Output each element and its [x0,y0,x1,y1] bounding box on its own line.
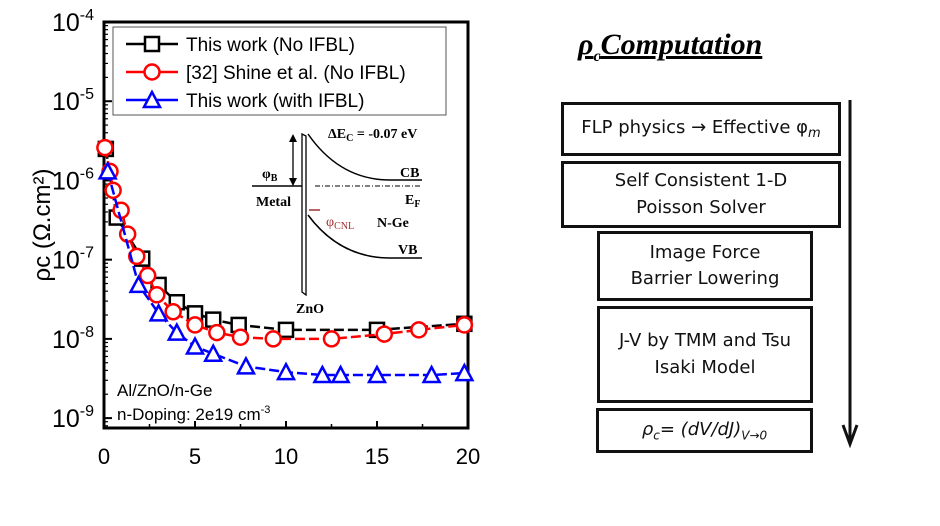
step-flp: FLP physics → Effective φm [561,102,841,156]
x-tick-label: 5 [189,444,201,469]
circle-marker [410,321,428,339]
x-tick-label: 15 [365,444,389,469]
circle-marker [208,323,226,342]
y-tick-label: 10-9 [52,403,94,433]
triangle-marker [330,364,351,384]
svg-text:Metal: Metal [256,195,291,210]
svg-text:ΔEC = -0.07 eV: ΔEC = -0.07 eV [328,127,417,144]
step-jv: J-V by TMM and Tsu Isaki Model [597,306,813,403]
triangle-marker [275,361,297,381]
triangle-marker [312,364,333,384]
arrow-down-icon [841,424,859,449]
annotation-doping: n-Doping: 2e19 cm-3 [117,404,270,424]
square-marker [277,321,295,339]
svg-text:EF: EF [405,193,420,210]
circle-marker [96,138,114,157]
circle-marker [264,330,283,348]
triangle-marker [454,362,475,382]
circle-marker [164,303,182,321]
series-triangle [97,160,475,384]
circle-marker [322,330,341,348]
triangle-marker [128,274,149,294]
circle-marker [455,316,474,334]
legend-label: [32] Shine et al. (No IFBL) [186,63,406,84]
circle-marker [143,63,161,81]
triangle-marker [203,343,224,362]
triangle-marker [421,364,442,384]
flow-title: ρcComputation [578,28,763,65]
x-tick-label: 20 [456,444,480,469]
square-marker [143,35,161,53]
circle-marker [148,286,166,304]
x-tick-label: 0 [98,444,110,469]
y-tick-label: 10-8 [52,324,94,354]
triangle-marker [235,355,257,375]
legend-label: This work (No IFBL) [186,35,355,56]
y-tick-label: 10-4 [52,7,94,37]
svg-text:CB: CB [400,166,419,181]
svg-text:VB: VB [398,243,417,258]
svg-text:N-Ge: N-Ge [377,216,409,231]
band-diagram-inset: ΔEC = -0.07 eV φB Metal CB EF φCNL N-Ge … [252,127,422,317]
triangle-marker [148,302,169,322]
annotation-structure: Al/ZnO/n-Ge [117,381,212,400]
step-rho: ρc= (dV/dJ)V→0 [596,408,813,453]
step-poisson: Self Consistent 1-D Poisson Solver [561,161,841,228]
series-circle [96,138,474,348]
circle-marker [375,325,394,343]
legend: This work (No IFBL) [32] Shine et al. (No… [112,26,447,116]
x-tick-label: 10 [274,444,298,469]
y-tick-label: 10-5 [52,86,94,116]
y-axis-label: ρc (Ω.cm²) [29,169,56,282]
y-tick-label: 10-7 [52,245,94,275]
circle-marker [186,316,204,334]
circle-marker [231,328,250,346]
triangle-marker [184,335,206,355]
triangle-marker [97,160,118,180]
svg-text:φCNL: φCNL [326,215,354,232]
legend-label: This work (with IFBL) [186,91,364,112]
triangle-marker [166,321,187,341]
triangle-marker [366,364,388,384]
svg-text:φB: φB [262,167,278,184]
triangle-marker [141,89,163,109]
svg-text:ZnO: ZnO [296,302,324,317]
step-ifbl: Image Force Barrier Lowering [597,231,813,301]
chart: 0 5 10 15 20 10-4 10-5 10-6 10-7 10-8 10-9 This wo… [29,7,480,469]
y-tick-label: 10-6 [52,165,94,195]
series-line [104,148,465,332]
circle-marker [138,266,157,285]
